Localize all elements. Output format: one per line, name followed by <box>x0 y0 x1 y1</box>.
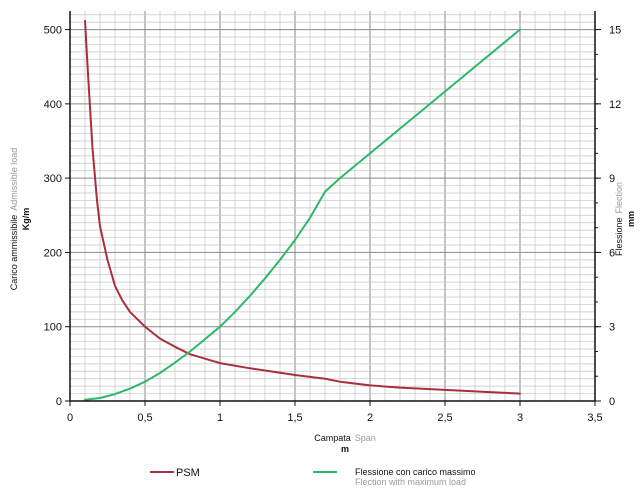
x-tick-label: 0 <box>67 412 73 424</box>
y2-tick-label: 3 <box>609 322 615 334</box>
y-axis-title-it: Carico ammissibile <box>9 215 19 291</box>
x-tick-label: 1,5 <box>287 412 302 424</box>
y2-tick-label: 0 <box>609 396 615 408</box>
psm-line <box>85 21 520 394</box>
y-tick-label: 300 <box>44 173 62 185</box>
flection-line <box>85 30 520 400</box>
x-axis-title-it: Campata <box>314 433 351 443</box>
y2-tick-label: 15 <box>609 25 621 37</box>
y-axis-title: Carico ammissibile Admissible load <box>9 148 19 291</box>
x-tick-label: 3 <box>517 412 523 424</box>
x-tick-label: 2,5 <box>437 412 452 424</box>
x-tick-label: 3,5 <box>587 412 602 424</box>
y2-axis-unit: mm <box>626 211 636 227</box>
y-tick-label: 500 <box>44 25 62 37</box>
y2-tick-label: 12 <box>609 99 621 111</box>
y-tick-label: 100 <box>44 322 62 334</box>
x-axis-title-en: Span <box>355 433 376 443</box>
grid <box>70 11 595 401</box>
y2-axis-title: Flessione Flection <box>614 182 624 256</box>
legend-flection-label: Flessione con carico massimo <box>355 467 476 477</box>
series-layer <box>85 21 520 400</box>
x-tick-label: 0,5 <box>137 412 152 424</box>
legend: PSM Flessione con carico massimo Flectio… <box>150 467 476 487</box>
x-axis-title: Campata Span <box>314 433 376 443</box>
legend-flection-label-en: Flection with maximum load <box>355 477 466 487</box>
x-tick-label: 1 <box>217 412 223 424</box>
y-tick-label: 200 <box>44 247 62 259</box>
legend-psm-label: PSM <box>176 467 200 479</box>
y-tick-label: 0 <box>56 396 62 408</box>
y2-axis-title-it: Flessione <box>614 217 624 256</box>
x-axis-unit: m <box>341 444 349 454</box>
y-axis-title-en: Admissible load <box>9 148 19 211</box>
y-axis-unit: Kg/m <box>21 208 31 231</box>
x-tick-label: 2 <box>367 412 373 424</box>
y-tick-label: 400 <box>44 99 62 111</box>
y2-axis-title-en: Flection <box>614 182 624 214</box>
